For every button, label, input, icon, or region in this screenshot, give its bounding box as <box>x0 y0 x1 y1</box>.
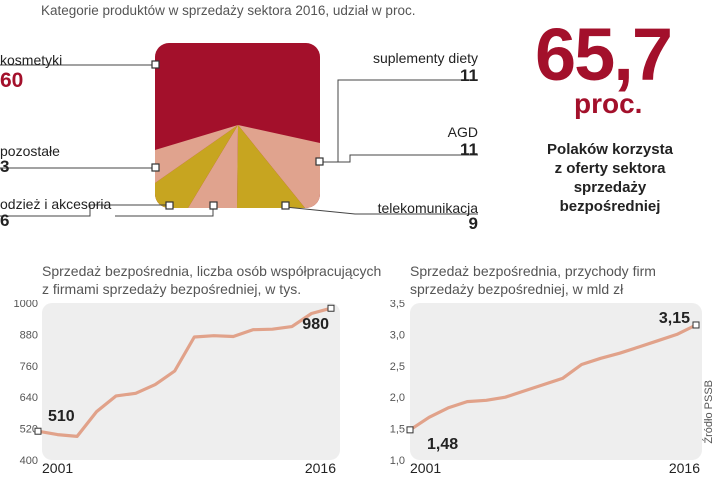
people-ytick-0: 1000 <box>14 300 38 310</box>
revenue-ytick-4: 1,5 <box>390 424 405 436</box>
revenue-ytick-5: 1,0 <box>390 455 405 467</box>
chart1-title: Sprzedaż bezpośrednia, liczba osób współ… <box>42 263 382 297</box>
revenue-start-marker <box>406 426 414 434</box>
share-segment-telekomunikacja <box>237 125 305 208</box>
category-share-chart <box>0 43 478 217</box>
value-agd: 11 <box>460 140 478 159</box>
revenue-ytick-3: 2,0 <box>390 392 405 404</box>
revenue-xlabel-end: 2016 <box>669 460 700 476</box>
revenue-end-marker <box>692 321 700 329</box>
revenue-line-chart: 3,5 3,0 2,5 2,0 1,5 1,0 1,48 3,15 2001 2016 <box>390 300 702 476</box>
people-plot-area <box>42 303 340 460</box>
people-xlabel-start: 2001 <box>42 460 73 476</box>
value-odziez: 6 <box>0 211 10 230</box>
value-pozostale: 3 <box>0 157 10 176</box>
value-suplementy: 11 <box>460 66 478 85</box>
leader-markers <box>151 60 324 210</box>
revenue-xlabel-start: 2001 <box>410 460 441 476</box>
revenue-start-label: 1,48 <box>427 436 458 453</box>
revenue-end-label: 3,15 <box>659 310 690 327</box>
people-ytick-1: 880 <box>20 329 38 341</box>
people-xlabel-end: 2016 <box>305 460 336 476</box>
value-telekomunikacja: 9 <box>468 214 478 233</box>
people-start-label: 510 <box>48 408 75 425</box>
source-note: Źródło PSSB <box>703 380 715 444</box>
people-end-label: 980 <box>302 316 329 333</box>
share-segment-pozostale <box>155 125 238 183</box>
highlight-number: 65,7 <box>535 13 673 96</box>
leader-lines <box>0 64 478 217</box>
people-ytick-5: 400 <box>20 455 38 467</box>
people-line-chart: 1000 880 760 640 520 400 510 980 2001 2016 <box>14 300 340 476</box>
label-agd: AGD <box>447 124 478 140</box>
people-ytick-3: 640 <box>20 392 38 404</box>
share-segment-agd <box>238 125 320 208</box>
caption-line-4: bezpośredniej <box>559 198 661 215</box>
highlight-unit: proc. <box>574 88 643 119</box>
people-series-line <box>37 306 332 438</box>
label-telekomunikacja: telekomunikacja <box>377 200 478 216</box>
label-odziez: odzież i akcesoria <box>0 196 112 212</box>
label-pozostale: pozostałe <box>0 143 60 159</box>
share-segment-odziez <box>155 125 238 208</box>
value-kosmetyki: 60 <box>0 69 24 92</box>
pie-chart-title: Kategorie produktów w sprzedaży sektora … <box>41 3 416 18</box>
caption-line-2: z oferty sektora <box>554 160 666 177</box>
people-ytick-2: 760 <box>20 361 38 373</box>
revenue-ytick-1: 3,0 <box>390 329 405 341</box>
revenue-ytick-2: 2,5 <box>390 361 405 373</box>
caption-line-3: sprzedaży <box>573 179 647 196</box>
people-start-marker <box>34 427 42 435</box>
people-ytick-4: 520 <box>20 424 38 436</box>
people-end-marker <box>327 304 335 312</box>
revenue-ytick-0: 3,5 <box>390 300 405 310</box>
label-suplementy: suplementy diety <box>372 50 478 66</box>
chart2-title: Sprzedaż bezpośrednia, przychody firm sp… <box>410 263 656 297</box>
caption-line-1: Polaków korzysta <box>547 141 673 158</box>
highlight-caption: Polaków korzysta z oferty sektora sprzed… <box>530 140 690 216</box>
label-kosmetyki: kosmetyki <box>0 52 63 68</box>
revenue-series-line <box>409 323 697 432</box>
